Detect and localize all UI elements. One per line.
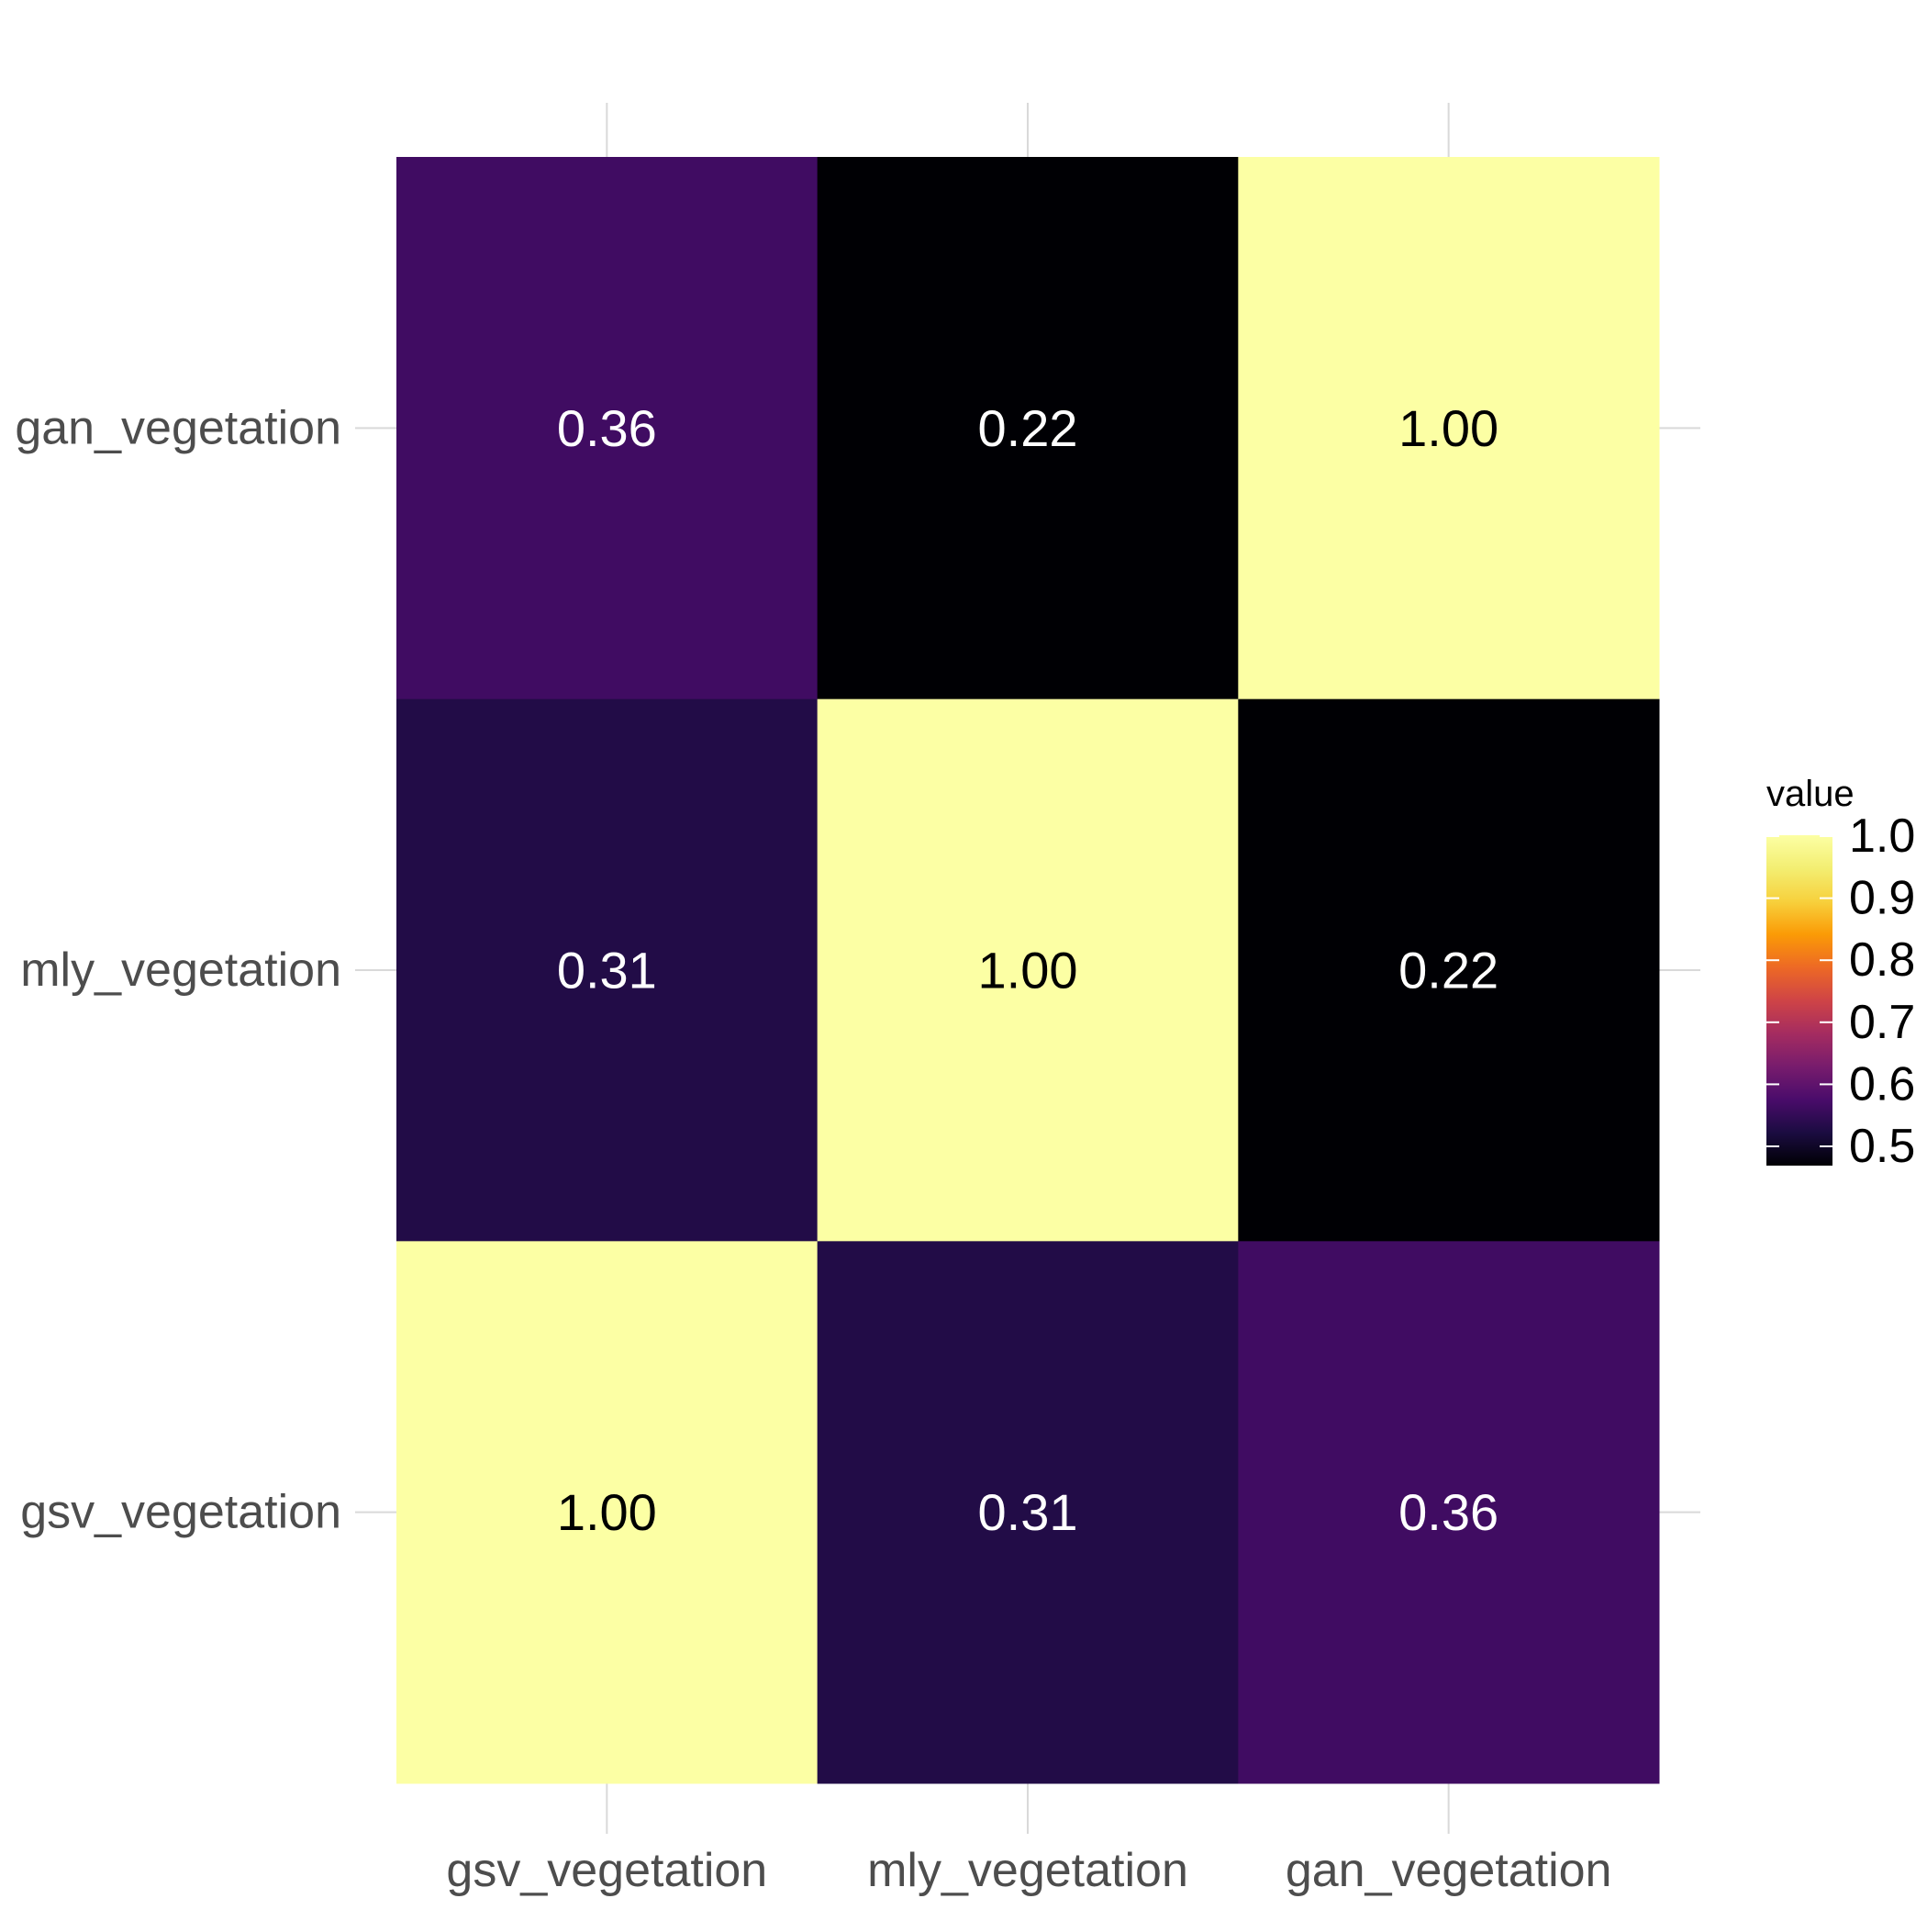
heatmap-cell (396, 698, 819, 1242)
cell-value-label: 0.22 (978, 399, 1078, 457)
x-tick-label: gsv_vegetation (446, 1844, 767, 1897)
legend-tick-label: 0.9 (1849, 872, 1915, 925)
legend-tick-label: 0.5 (1849, 1120, 1915, 1173)
legend-tick-label: 0.6 (1849, 1057, 1915, 1111)
x-tick-label: gan_vegetation (1286, 1844, 1612, 1897)
heatmap-cell (817, 698, 1239, 1242)
legend-tick-label: 0.7 (1849, 996, 1915, 1049)
cell-value-label: 1.00 (978, 942, 1078, 1000)
legend-colorbar (1766, 835, 1832, 1166)
cell-value-label: 1.00 (1398, 399, 1498, 457)
legend-ticks: 0.5 0.6 0.7 0.8 0.9 1.0 (1766, 810, 1915, 1173)
cell-value-label: 0.36 (1398, 1483, 1498, 1541)
grid-layer (355, 103, 1700, 1834)
axes-layer: gsv_vegetation mly_vegetation gan_vegetati… (15, 401, 1611, 1897)
heatmap-cell (817, 1241, 1239, 1784)
heatmap-cell (1238, 1241, 1660, 1784)
heatmap-cell (1238, 157, 1660, 700)
cell-labels-layer: 0.36 0.22 1.00 0.31 1.00 0.22 1.00 0.31 0.36 (557, 399, 1498, 1541)
y-tick-label: mly_vegetation (20, 944, 341, 997)
x-tick-label: mly_vegetation (867, 1844, 1188, 1897)
y-tick-label: gsv_vegetation (20, 1486, 341, 1539)
y-tick-label: gan_vegetation (15, 401, 341, 454)
heatmap-cell (396, 157, 819, 700)
legend-title: value (1766, 774, 1855, 814)
cell-value-label: 0.36 (557, 399, 657, 457)
cell-value-label: 0.31 (557, 942, 657, 1000)
heatmap-cell (396, 1241, 819, 1784)
cell-value-label: 0.31 (978, 1483, 1078, 1541)
cell-value-label: 0.22 (1398, 942, 1498, 1000)
legend-tick-label: 0.8 (1849, 933, 1915, 987)
heatmap-cell (817, 157, 1239, 700)
cells-layer (396, 157, 1660, 1784)
legend-tick-label: 1.0 (1849, 810, 1915, 863)
legend: value 0.5 0.6 0.7 0.8 0.9 1.0 (1766, 774, 1915, 1173)
heatmap-cell (1238, 698, 1660, 1242)
cell-value-label: 1.00 (557, 1483, 657, 1541)
